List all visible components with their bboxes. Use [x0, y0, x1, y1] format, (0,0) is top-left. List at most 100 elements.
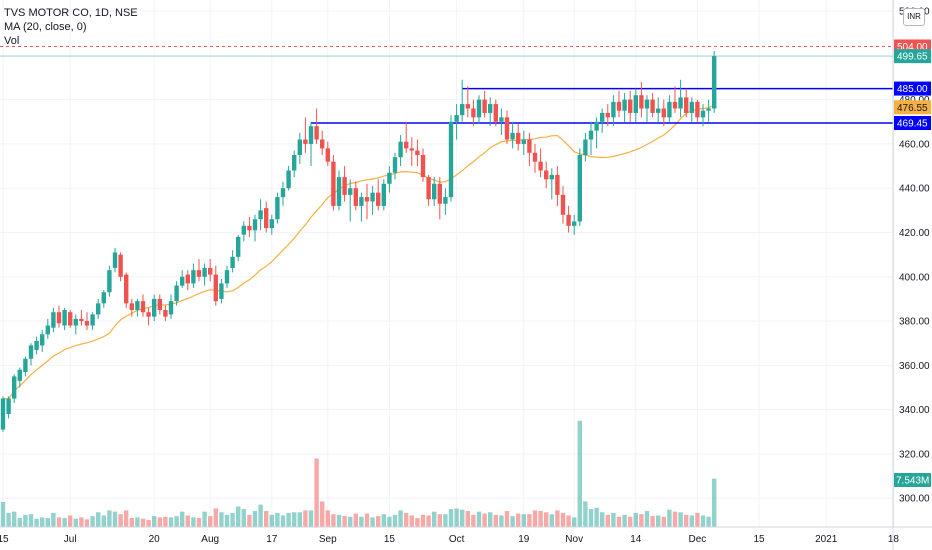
price-label: 499.65 [894, 49, 931, 64]
y-tick-label: 420.00 [899, 228, 930, 239]
candle-body [17, 369, 22, 381]
candle-body [135, 301, 140, 310]
candle-body [639, 95, 644, 109]
candle [101, 290, 106, 308]
candle [286, 166, 291, 191]
candle-body [538, 161, 543, 171]
volume-bar [426, 515, 431, 527]
volume-bar [79, 517, 84, 527]
candle-body [712, 56, 717, 109]
candle [678, 79, 683, 118]
volume-bar [616, 516, 622, 527]
candle [633, 88, 638, 122]
candle [303, 117, 308, 153]
volume-bar [308, 510, 314, 527]
volume-bar [689, 515, 694, 527]
volume-bar [465, 511, 470, 527]
volume-bar [437, 514, 442, 527]
candle-body [667, 101, 672, 118]
candle [6, 396, 11, 419]
volume-bar [185, 515, 190, 527]
candle-body [56, 312, 62, 324]
candle-body [381, 183, 386, 206]
volume-bar [62, 518, 67, 527]
candle-body [510, 132, 515, 140]
candle [555, 166, 560, 206]
candle-body [247, 225, 252, 231]
candle-body [73, 318, 78, 326]
currency-badge[interactable]: INR [903, 8, 925, 26]
candle-body [51, 312, 56, 328]
candle-body [448, 121, 454, 198]
volume-bar [157, 517, 162, 527]
volume-bar [247, 514, 252, 527]
x-tick-label: Nov [565, 534, 583, 545]
volume-bar [292, 512, 297, 527]
candle [269, 214, 274, 235]
candle-body [34, 341, 39, 350]
candle-body [353, 188, 358, 206]
x-tick-label: 18 [888, 534, 900, 545]
candle [219, 279, 224, 304]
candle [364, 183, 370, 220]
candle [297, 132, 302, 164]
volume-bar [588, 509, 594, 527]
candle-body [146, 312, 151, 317]
volume-bar [566, 515, 571, 527]
candle [0, 396, 6, 432]
x-tick-label: 14 [630, 534, 642, 545]
candle [684, 88, 689, 118]
volume-bar [280, 515, 286, 527]
candle [672, 86, 678, 113]
volume-bar [236, 506, 241, 527]
candle [661, 99, 666, 127]
candle-body [45, 325, 50, 335]
volume-bar [348, 516, 353, 527]
candle-body [191, 270, 196, 284]
candle [538, 148, 543, 178]
candle-body [213, 274, 218, 302]
volume-bar [73, 518, 78, 527]
volume-bar [297, 512, 302, 527]
volume-bar [168, 517, 174, 527]
volume-bar [208, 516, 213, 527]
volume-label: 7.543M [894, 473, 931, 487]
candle-body [23, 358, 28, 372]
candle-body [157, 298, 162, 310]
volume-label-text: 7.543M [896, 476, 929, 487]
volume-bar [404, 512, 409, 527]
volume-bar [639, 514, 644, 527]
candle-body [465, 104, 470, 109]
volume-bar [152, 516, 157, 527]
candle-body [280, 188, 286, 198]
legend-vol[interactable]: Vol [4, 35, 20, 47]
candle-body [572, 221, 577, 226]
legend-title[interactable]: TVS MOTOR CO, 1D, NSE [4, 7, 138, 19]
volume-bar [146, 519, 151, 527]
candle-body [516, 132, 521, 144]
candle-body [163, 310, 168, 317]
volume-bar [325, 510, 330, 527]
candle-body [426, 177, 431, 200]
candle-body [392, 157, 398, 173]
moving-average-line [3, 104, 715, 400]
candle [420, 148, 426, 182]
candle [572, 214, 577, 235]
candle [476, 95, 482, 124]
volume-bar [129, 518, 134, 527]
price-label-text: 476.55 [897, 103, 928, 114]
price-label-text: 499.65 [897, 52, 928, 63]
candle [527, 132, 532, 167]
volume-bar [471, 514, 476, 527]
candle-body [616, 101, 622, 111]
candle [437, 177, 442, 220]
candle-body [661, 108, 666, 118]
candle [432, 177, 437, 206]
volume-bar [353, 513, 358, 527]
candle [56, 305, 62, 328]
candle [135, 298, 140, 317]
legend-ma[interactable]: MA (20, close, 0) [4, 21, 87, 33]
candle [404, 121, 409, 153]
